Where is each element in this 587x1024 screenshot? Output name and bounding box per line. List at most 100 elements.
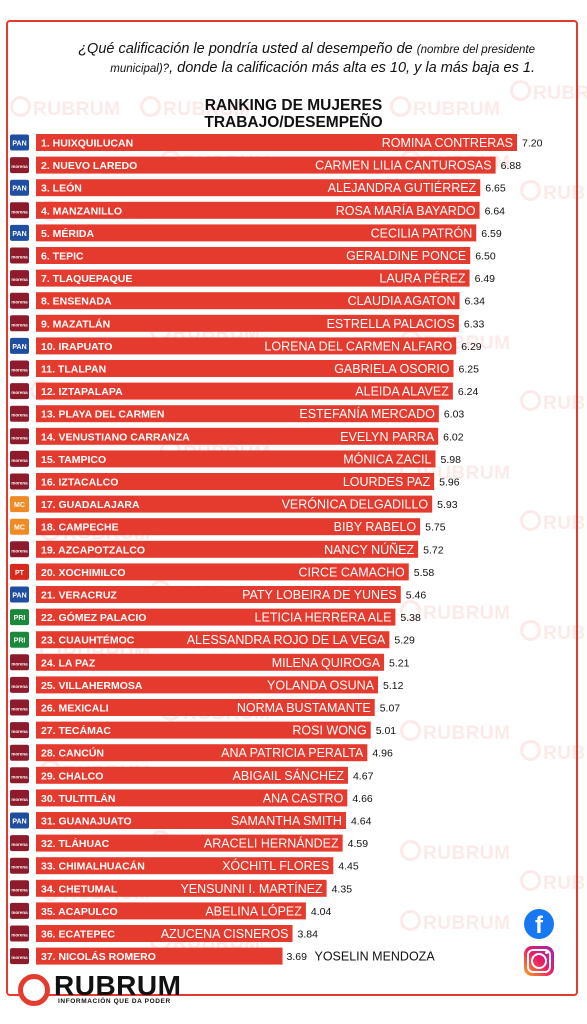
- bar-name-label: ANA PATRICIA PERALTA: [221, 746, 364, 760]
- bar: [36, 676, 379, 694]
- party-logo-morena-icon: [10, 744, 29, 761]
- party-logo-morena-icon: [10, 360, 29, 377]
- bar-value-label: 6.24: [458, 386, 479, 398]
- party-logo-label: morena: [11, 752, 28, 757]
- facebook-icon[interactable]: f: [524, 909, 554, 939]
- party-logo-label: morena: [11, 164, 28, 169]
- bar-name-label: NORMA BUSTAMANTE: [237, 701, 371, 715]
- bar-name-label: ANA CASTRO: [263, 791, 344, 805]
- bar: [36, 134, 517, 151]
- bar-value-label: 3.69: [287, 951, 308, 963]
- party-logo-morena-icon: [10, 202, 29, 219]
- chart-title-line2: TRABAJO/DESEMPEÑO: [204, 114, 383, 131]
- party-logo-label: morena: [11, 774, 28, 779]
- bar-rank-label: 30. TULTITLÁN: [41, 792, 115, 805]
- bar-rank-label: 35. ACAPULCO: [41, 906, 118, 918]
- party-logo-label: morena: [11, 413, 28, 418]
- bar: [36, 156, 496, 174]
- bar: [36, 947, 283, 965]
- bar-name-label: ESTEFANÍA MERCADO: [299, 406, 435, 421]
- bar-name-label: ABELINA LÓPEZ: [205, 903, 302, 918]
- brand-name: RUBRUM: [54, 970, 182, 1001]
- bar: [36, 224, 477, 242]
- bar-value-label: 4.35: [332, 883, 353, 895]
- party-logo-label: morena: [11, 910, 28, 915]
- bar-rank-label: 18. CAMPECHE: [41, 522, 119, 534]
- bar-name-label: ARACELI HERNÁNDEZ: [204, 836, 339, 851]
- question-part2: , donde la calificación más alta es 10, …: [169, 60, 535, 76]
- bar-name-label: EVELYN PARRA: [340, 430, 435, 444]
- party-logo-morena-icon: [10, 857, 29, 874]
- rubrum-logo-icon: [18, 974, 50, 1006]
- bar-name-label: ABIGAIL SÁNCHEZ: [233, 768, 345, 783]
- bar-rank-label: 20. XOCHIMILCO: [41, 567, 126, 579]
- party-logo-morena-icon: [10, 405, 29, 422]
- party-logo-label: morena: [11, 322, 28, 327]
- bar-value-label: 6.50: [475, 251, 496, 263]
- watermark-text: RUBRUM: [520, 180, 587, 205]
- bar-rank-label: 2. NUEVO LAREDO: [41, 160, 137, 172]
- bar-value-label: 6.34: [465, 296, 486, 308]
- bar-name-label: ROMINA CONTRERAS: [382, 136, 513, 150]
- party-logo-label: morena: [11, 707, 28, 712]
- bar: [36, 721, 371, 739]
- bar: [36, 495, 433, 513]
- bar-rank-label: 4. MANZANILLO: [41, 205, 122, 217]
- instagram-icon[interactable]: [524, 946, 554, 976]
- bar-name-label: SAMANTHA SMITH: [231, 814, 342, 828]
- bar: [36, 247, 471, 264]
- chart-frame: [6, 20, 578, 996]
- party-logo-morena-icon: [10, 157, 29, 174]
- party-logo-morena-icon: [10, 292, 29, 309]
- bar-value-label: 6.64: [485, 205, 506, 217]
- bar: [36, 337, 457, 355]
- bar-rank-label: 36. ECATEPEC: [41, 929, 115, 941]
- survey-question: ¿Qué calificación le pondría usted al de…: [20, 40, 535, 78]
- party-logo-morena-icon: [10, 676, 29, 693]
- bar-rank-label: 12. IZTAPALAPA: [41, 386, 123, 398]
- bar: [36, 631, 390, 649]
- bar-rank-label: 33. CHIMALHUACÁN: [41, 860, 145, 873]
- watermark-text: RUBRUM: [400, 600, 510, 625]
- bar: [36, 540, 419, 558]
- bar-name-label: YOSELIN MENDOZA: [315, 950, 436, 964]
- bar-value-label: 5.58: [414, 567, 435, 579]
- bar-value-label: 6.65: [485, 183, 506, 195]
- bar-rank-label: 16. IZTACALCO: [41, 477, 118, 489]
- party-logo-label: PRI: [14, 615, 26, 622]
- bar-value-label: 6.33: [464, 318, 485, 330]
- bar: [36, 766, 348, 784]
- bar-value-label: 6.25: [459, 364, 480, 376]
- bar-rank-label: 27. TECÁMAC: [41, 724, 111, 737]
- party-logo-label: PT: [15, 570, 25, 577]
- bar-rank-label: 31. GUANAJUATO: [41, 816, 132, 828]
- party-logo-label: morena: [11, 684, 28, 689]
- party-logo-mc-icon: [10, 496, 29, 513]
- bar-rank-label: 1. HUIXQUILUCAN: [41, 138, 133, 150]
- bar-name-label: CECILIA PATRÓN: [371, 225, 473, 240]
- bar-rank-label: 17. GUADALAJARA: [41, 499, 140, 511]
- bar-rank-label: 37. NICOLÁS ROMERO: [41, 950, 156, 963]
- bar: [36, 789, 348, 807]
- bar-value-label: 7.20: [522, 138, 543, 150]
- bar: [36, 834, 343, 852]
- party-logo-morena-icon: [10, 473, 29, 490]
- bar-rank-label: 29. CHALCO: [41, 770, 103, 782]
- bar-value-label: 6.29: [461, 341, 482, 353]
- watermark-text: RUBRUM: [520, 390, 587, 415]
- bar: [36, 563, 409, 581]
- party-logo-morena-icon: [10, 902, 29, 919]
- bar-rank-label: 11. TLALPAN: [41, 364, 106, 376]
- party-logo-label: morena: [11, 458, 28, 463]
- party-logo-pan-icon: [10, 134, 29, 151]
- party-logo-label: MC: [14, 502, 25, 509]
- bar-name-label: AZUCENA CISNEROS: [161, 927, 289, 941]
- bar: [36, 744, 368, 762]
- bar-name-label: LOURDES PAZ: [343, 475, 431, 489]
- bar: [36, 812, 346, 829]
- party-logo-label: morena: [11, 797, 28, 802]
- bar-rank-label: 3. LEÓN: [41, 182, 82, 195]
- bar-value-label: 5.98: [440, 454, 461, 466]
- bar-value-label: 6.59: [481, 228, 502, 240]
